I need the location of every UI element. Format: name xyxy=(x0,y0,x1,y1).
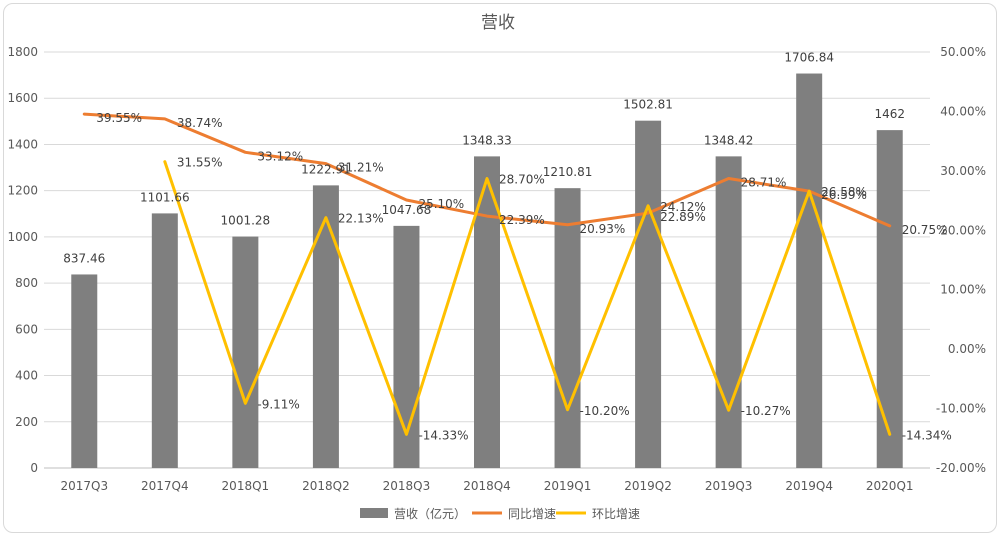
right-tick-label: 10.00% xyxy=(940,283,986,297)
right-tick-label: -10.00% xyxy=(936,402,986,416)
x-tick-label: 2018Q2 xyxy=(302,479,350,493)
right-tick-label: -20.00% xyxy=(936,461,986,475)
legend-label-yoy: 同比增速 xyxy=(508,507,556,521)
legend-swatch-revenue xyxy=(360,508,388,518)
yoy-growth-line xyxy=(82,112,892,228)
x-tick-label: 2019Q4 xyxy=(785,479,833,493)
yoy-value-label: 26.59% xyxy=(821,188,867,202)
legend-label-qoq: 环比增速 xyxy=(592,507,640,521)
revenue-value-label: 1101.66 xyxy=(140,190,190,204)
yoy-value-label: 22.39% xyxy=(499,213,545,227)
qoq-value-label: 22.13% xyxy=(338,212,384,226)
growth-lines xyxy=(82,112,892,436)
x-tick-label: 2018Q1 xyxy=(222,479,270,493)
revenue-value-label: 1502.81 xyxy=(623,98,673,112)
yoy-value-label: 22.89% xyxy=(660,210,706,224)
right-tick-label: 0.00% xyxy=(948,342,986,356)
revenue-bar xyxy=(635,120,662,469)
right-tick-label: 40.00% xyxy=(940,104,986,118)
left-tick-label: 600 xyxy=(15,322,38,336)
left-tick-label: 1600 xyxy=(7,91,38,105)
x-tick-label: 2020Q1 xyxy=(866,479,914,493)
x-tick-label: 2019Q1 xyxy=(544,479,592,493)
x-axis: 2017Q3 2017Q4 2018Q1 2018Q2 2018Q3 2018Q4 2019… xyxy=(60,479,913,493)
revenue-bar xyxy=(715,156,742,468)
revenue-value-label: 1222.91 xyxy=(301,162,351,176)
left-tick-label: 400 xyxy=(15,369,38,383)
qoq-value-label: -10.27% xyxy=(741,404,791,418)
revenue-bar xyxy=(151,213,178,468)
x-tick-label: 2018Q4 xyxy=(463,479,511,493)
left-tick-label: 800 xyxy=(15,276,38,290)
left-tick-label: 1200 xyxy=(7,184,38,198)
chart-title: 营收 xyxy=(481,13,515,33)
revenue-value-label: 1348.33 xyxy=(462,133,512,147)
yoy-value-label: 38.74% xyxy=(177,116,223,130)
right-tick-label: 30.00% xyxy=(940,164,986,178)
revenue-bar xyxy=(796,73,823,469)
revenue-value-label: 1047.68 xyxy=(382,203,432,217)
left-axis: 0 200 400 600 800 1000 1200 1400 1600 1800 xyxy=(7,45,38,475)
left-tick-label: 200 xyxy=(15,415,38,429)
qoq-growth-line xyxy=(163,160,892,436)
qoq-value-label: -9.11% xyxy=(257,397,299,411)
revenue-value-label: 1001.28 xyxy=(221,214,271,228)
revenue-bar xyxy=(393,225,420,468)
data-labels: 837.46 1101.66 1001.28 1222.91 1047.68 1348.3… xyxy=(63,51,952,443)
x-tick-label: 2017Q4 xyxy=(141,479,189,493)
legend-label-revenue: 营收（亿元） xyxy=(394,506,466,521)
revenue-value-label: 1210.81 xyxy=(543,165,593,179)
yoy-value-label: 28.71% xyxy=(741,176,787,190)
revenue-bar xyxy=(232,236,259,468)
qoq-value-label: 28.70% xyxy=(499,173,545,187)
qoq-value-label: -10.20% xyxy=(580,404,630,418)
qoq-value-label: 24.12% xyxy=(660,200,706,214)
revenue-bar xyxy=(312,185,339,468)
yoy-value-label: 25.10% xyxy=(418,197,464,211)
x-tick-label: 2018Q3 xyxy=(383,479,431,493)
left-tick-label: 0 xyxy=(30,461,38,475)
revenue-bar xyxy=(554,188,581,469)
x-tick-label: 2019Q2 xyxy=(624,479,672,493)
left-tick-label: 1800 xyxy=(7,45,38,59)
left-tick-label: 1000 xyxy=(7,230,38,244)
legend: 营收（亿元） 同比增速 环比增速 xyxy=(360,506,640,521)
x-tick-label: 2017Q3 xyxy=(60,479,108,493)
left-tick-label: 1400 xyxy=(7,137,38,151)
yoy-value-label: 31.21% xyxy=(338,161,384,175)
revenue-bar xyxy=(71,274,98,468)
qoq-value-label: 26.58% xyxy=(821,185,867,199)
qoq-value-label: -14.34% xyxy=(902,428,952,442)
revenue-bars xyxy=(71,73,903,469)
qoq-value-label: 31.55% xyxy=(177,156,223,170)
revenue-value-label: 1462 xyxy=(874,107,905,121)
qoq-value-label: -14.33% xyxy=(418,428,468,442)
right-tick-label: 20.00% xyxy=(940,223,986,237)
revenue-value-label: 1706.84 xyxy=(784,51,834,65)
yoy-value-label: 20.93% xyxy=(580,222,626,236)
yoy-value-label: 33.12% xyxy=(257,149,303,163)
x-tick-label: 2019Q3 xyxy=(705,479,753,493)
revenue-value-label: 837.46 xyxy=(63,251,105,265)
yoy-value-label: 39.55% xyxy=(96,111,142,125)
right-tick-label: 50.00% xyxy=(940,45,986,59)
yoy-value-label: 20.75% xyxy=(902,223,948,237)
revenue-value-label: 1348.42 xyxy=(704,133,754,147)
revenue-bar xyxy=(876,130,903,469)
right-axis: -20.00% -10.00% 0.00% 10.00% 20.00% 30.00% 40.… xyxy=(936,45,986,475)
